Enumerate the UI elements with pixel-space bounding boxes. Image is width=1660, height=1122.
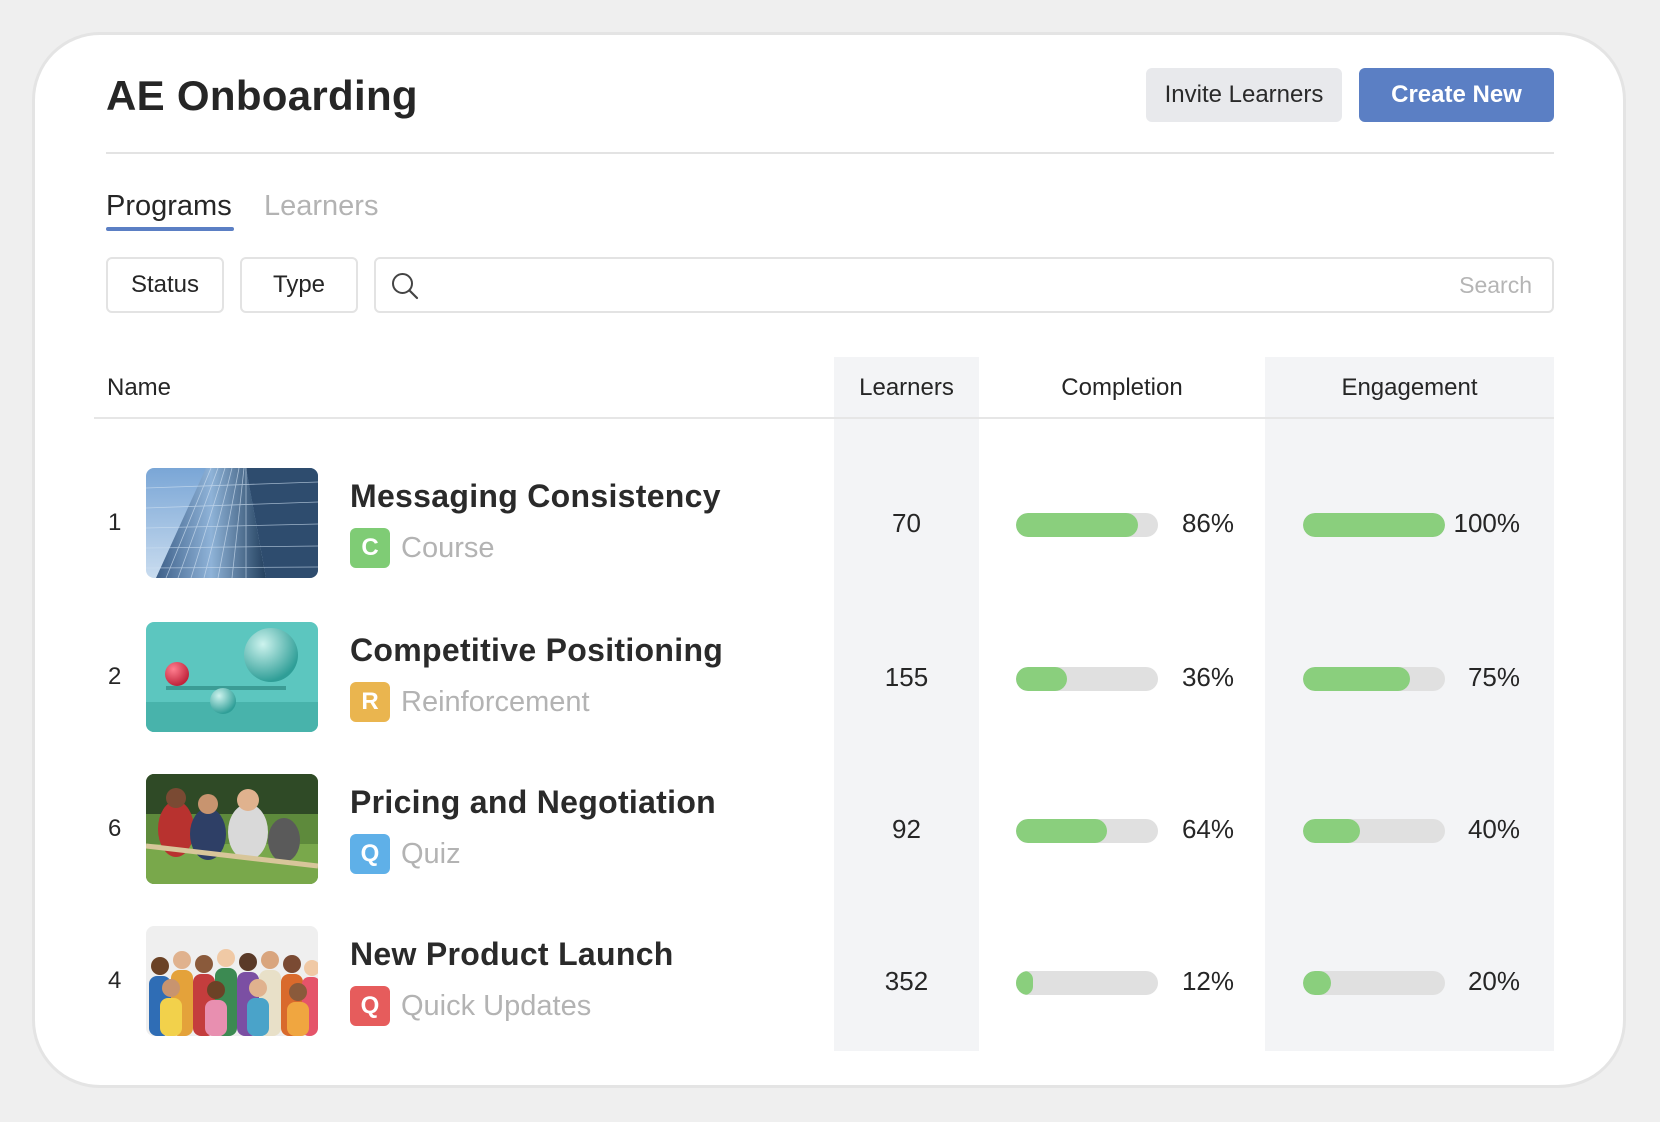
engagement-percent: 20% [1467, 966, 1520, 996]
learners-count: 92 [892, 814, 921, 844]
program-type-badge: Q [350, 834, 390, 874]
engagement-column-highlight [1265, 357, 1554, 1051]
tab-programs[interactable]: Programs [106, 190, 232, 222]
tab-bar: Programs Learners [106, 186, 606, 232]
engagement-percent: 100% [1453, 508, 1521, 538]
table-row[interactable]: 4 New Product Launch Q Quick Updates 352… [94, 926, 1554, 1036]
learners-count: 155 [884, 662, 929, 692]
column-header-learners[interactable]: Learners [859, 374, 954, 401]
learners-count: 70 [892, 508, 921, 538]
invite-learners-button[interactable]: Invite Learners [1146, 68, 1342, 122]
row-rank: 2 [108, 663, 122, 690]
page-header: AE Onboarding Invite Learners Create New [106, 68, 1554, 124]
page-title: AE Onboarding [106, 72, 418, 119]
program-type-label: Reinforcement [401, 686, 590, 718]
engagement-progress-bar [1303, 819, 1445, 843]
program-title[interactable]: Competitive Positioning [350, 632, 724, 668]
active-tab-indicator [106, 227, 234, 231]
search-icon [392, 273, 419, 300]
engagement-bar-fill [1303, 819, 1360, 843]
search-box [374, 257, 1554, 313]
engagement-percent: 75% [1467, 662, 1520, 692]
team-group-image [146, 926, 318, 1036]
completion-bar-fill [1016, 971, 1034, 995]
program-type-label: Quiz [401, 838, 461, 870]
completion-progress-bar [1016, 513, 1158, 537]
completion-bar-fill [1016, 667, 1068, 691]
program-type-label: Quick Updates [401, 990, 592, 1022]
learners-column-highlight [834, 357, 979, 1051]
program-type-badge: Q [350, 986, 390, 1026]
column-header-completion[interactable]: Completion [1061, 374, 1183, 401]
header-divider [106, 152, 1554, 154]
program-title[interactable]: Messaging Consistency [350, 478, 721, 514]
column-header-engagement[interactable]: Engagement [1341, 374, 1478, 401]
engagement-progress-bar [1303, 971, 1445, 995]
engagement-percent: 40% [1467, 814, 1520, 844]
program-title[interactable]: Pricing and Negotiation [350, 784, 717, 820]
engagement-progress-bar [1303, 667, 1445, 691]
create-new-button[interactable]: Create New [1359, 68, 1554, 122]
engagement-bar-fill [1303, 971, 1332, 995]
completion-percent: 64% [1181, 814, 1234, 844]
program-title[interactable]: New Product Launch [350, 936, 674, 972]
tug-of-war-image [146, 774, 318, 884]
program-type-badge: R [350, 682, 390, 722]
row-rank: 6 [108, 815, 122, 842]
program-type-label: Course [401, 532, 495, 564]
table-row[interactable]: 2 Competitive Positioning R Reinforcemen… [94, 622, 1554, 732]
engagement-bar-fill [1303, 513, 1445, 537]
row-rank: 4 [108, 967, 122, 994]
office-building-image [146, 468, 318, 578]
type-filter-button[interactable]: Type [240, 257, 358, 313]
column-header-name[interactable]: Name [107, 374, 172, 401]
table-row[interactable]: 6 Pricing and Negotiation Q Quiz 92 64% … [94, 774, 1554, 884]
search-input[interactable] [432, 259, 1532, 311]
completion-percent: 36% [1181, 662, 1234, 692]
table-row[interactable]: 1 [94, 468, 1554, 578]
completion-progress-bar [1016, 667, 1158, 691]
completion-percent: 12% [1181, 966, 1234, 996]
completion-bar-fill [1016, 513, 1139, 537]
program-type-badge: C [350, 528, 390, 568]
completion-progress-bar [1016, 971, 1158, 995]
completion-progress-bar [1016, 819, 1158, 843]
engagement-bar-fill [1303, 667, 1410, 691]
balance-spheres-image [146, 622, 318, 732]
engagement-progress-bar [1303, 513, 1445, 537]
row-rank: 1 [108, 509, 122, 536]
table-header-divider [94, 417, 1554, 419]
status-filter-button[interactable]: Status [106, 257, 224, 313]
completion-percent: 86% [1181, 508, 1234, 538]
tab-learners[interactable]: Learners [264, 190, 379, 222]
completion-bar-fill [1016, 819, 1107, 843]
learners-count: 352 [884, 966, 929, 996]
